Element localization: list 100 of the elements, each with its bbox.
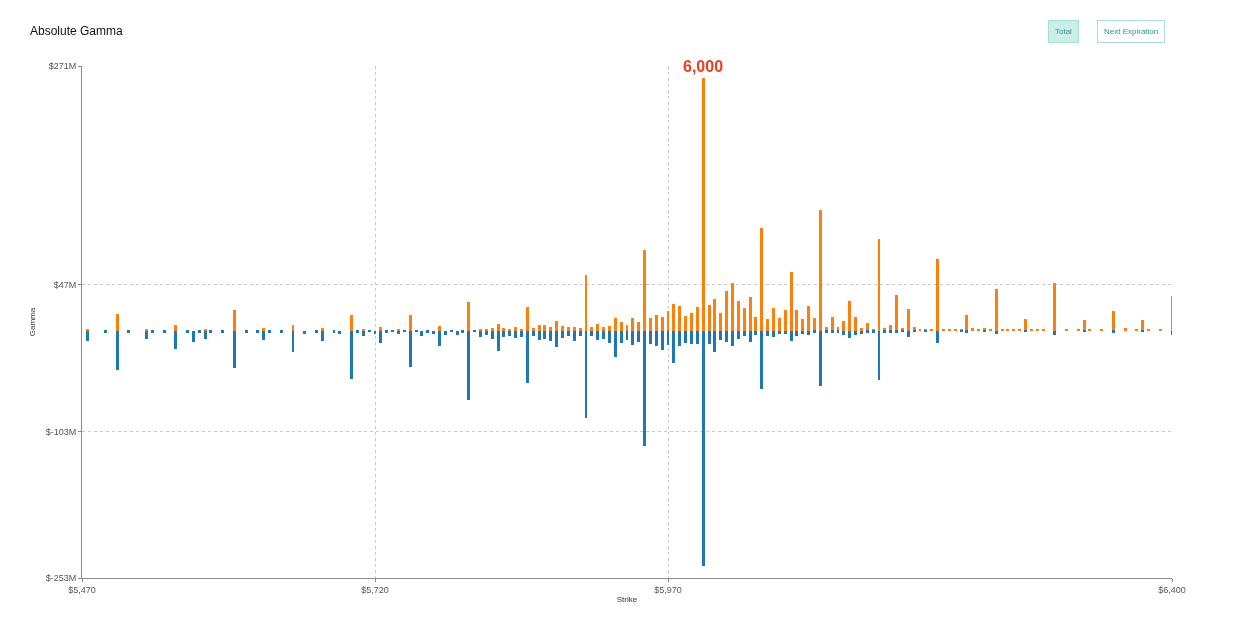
bar xyxy=(174,331,177,349)
bar xyxy=(784,331,787,334)
bar xyxy=(502,328,505,331)
bar xyxy=(655,315,658,331)
x-axis-title: Strike xyxy=(616,594,638,604)
bar xyxy=(784,310,787,331)
bar xyxy=(444,331,447,335)
bar xyxy=(620,331,623,343)
y-axis-title: Gamma xyxy=(28,307,38,337)
bar xyxy=(315,330,318,333)
bar xyxy=(801,331,804,334)
bar xyxy=(426,330,429,333)
bar xyxy=(186,330,189,333)
bar xyxy=(585,331,587,418)
bar xyxy=(385,330,388,333)
bar xyxy=(567,331,570,336)
bar xyxy=(889,330,892,333)
bar xyxy=(602,327,605,331)
bar xyxy=(497,324,500,331)
bar xyxy=(731,331,734,346)
bar xyxy=(731,283,734,331)
bar xyxy=(854,317,857,331)
bar xyxy=(1112,311,1115,331)
bar xyxy=(795,310,798,331)
bar xyxy=(1112,330,1115,333)
bar xyxy=(795,331,798,336)
y-tick-label: $271M xyxy=(48,61,77,72)
bar xyxy=(737,331,740,339)
bar xyxy=(719,331,722,340)
bar xyxy=(696,331,699,344)
bar xyxy=(631,331,634,345)
bar xyxy=(614,318,617,331)
bar xyxy=(127,330,130,333)
bar xyxy=(754,331,757,335)
bar xyxy=(713,331,716,352)
bar xyxy=(667,311,669,331)
bar xyxy=(262,328,265,331)
bar xyxy=(420,331,423,336)
bar xyxy=(801,319,804,331)
bar xyxy=(467,331,470,400)
bar xyxy=(737,301,740,331)
bar xyxy=(491,331,494,339)
bar xyxy=(819,331,822,386)
bar xyxy=(485,331,488,335)
bar xyxy=(778,318,781,331)
bar xyxy=(749,331,752,342)
bar xyxy=(532,331,535,336)
bar xyxy=(256,330,259,333)
bar xyxy=(321,328,324,331)
bar xyxy=(379,331,382,343)
bar xyxy=(878,239,880,331)
y-tick-label: $-253M xyxy=(45,573,77,584)
bar xyxy=(725,331,728,342)
bar xyxy=(831,330,834,333)
bar xyxy=(696,307,699,331)
text: Total xyxy=(1055,27,1073,36)
bar xyxy=(807,331,810,335)
bar xyxy=(555,331,558,347)
bar xyxy=(543,331,546,339)
bar xyxy=(631,318,634,331)
bar xyxy=(356,330,359,333)
bar xyxy=(596,324,599,331)
bar xyxy=(456,331,459,335)
bar xyxy=(684,316,687,331)
bar xyxy=(1124,328,1127,331)
bar xyxy=(907,331,910,337)
bar xyxy=(655,331,658,346)
bar xyxy=(86,331,89,341)
bar xyxy=(438,326,441,331)
bar xyxy=(409,315,412,331)
x-tick-label: $6,400 xyxy=(1158,584,1186,595)
bar xyxy=(626,325,628,331)
bar xyxy=(895,295,898,331)
bar xyxy=(708,305,711,331)
bar xyxy=(1083,320,1086,331)
bar xyxy=(702,78,705,331)
bar xyxy=(221,330,224,333)
bar xyxy=(104,330,107,333)
bar xyxy=(549,331,552,341)
bar xyxy=(502,331,505,337)
bar xyxy=(245,330,248,333)
bar xyxy=(831,317,834,331)
bar xyxy=(514,331,517,338)
bar xyxy=(702,331,705,566)
bar xyxy=(508,331,511,336)
bar xyxy=(262,331,265,340)
bar xyxy=(362,331,365,336)
bar xyxy=(772,331,775,337)
y-tick-label: $47M xyxy=(53,280,77,291)
bar xyxy=(760,331,763,389)
bar xyxy=(379,327,382,331)
bar xyxy=(608,326,611,331)
bar xyxy=(743,331,746,336)
bar xyxy=(649,331,652,344)
bar xyxy=(573,331,576,341)
bar xyxy=(971,328,974,331)
bar xyxy=(579,328,582,331)
bar xyxy=(790,331,793,341)
bar xyxy=(813,318,816,331)
bar xyxy=(848,301,851,331)
